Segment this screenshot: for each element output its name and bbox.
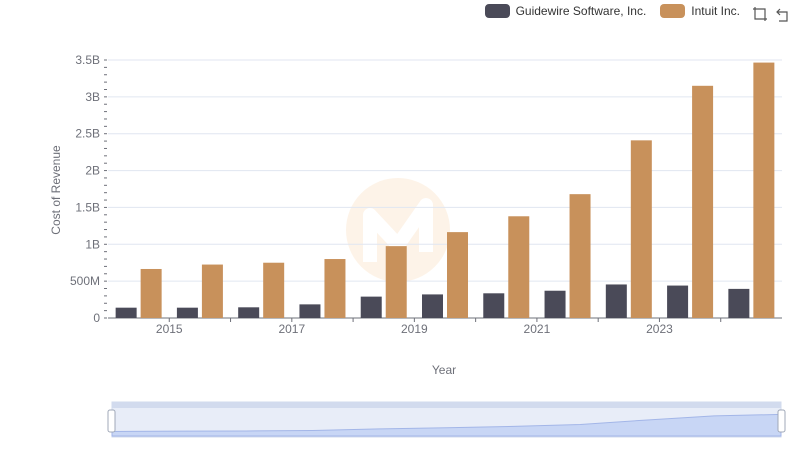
bar-guidewire-2024[interactable] bbox=[728, 288, 750, 318]
bar-intuit-2022[interactable] bbox=[630, 140, 652, 318]
y-axis-label: Cost of Revenue bbox=[49, 145, 63, 235]
x-tick-label: 2015 bbox=[156, 322, 183, 336]
bars bbox=[115, 62, 775, 318]
bar-intuit-2019[interactable] bbox=[447, 232, 468, 318]
y-tick-label: 2B bbox=[85, 164, 100, 178]
bar-intuit-2017[interactable] bbox=[324, 259, 346, 318]
zoom-handle-left[interactable] bbox=[107, 409, 116, 433]
y-tick-label: 3.5B bbox=[75, 53, 100, 67]
bar-guidewire-2022[interactable] bbox=[605, 284, 627, 318]
zoom-top-bar[interactable] bbox=[112, 402, 781, 408]
bar-guidewire-2015[interactable] bbox=[176, 307, 198, 318]
x-axis: 2015 2017 2019 2021 2023 bbox=[108, 317, 782, 336]
y-tick-label: 3B bbox=[85, 90, 100, 104]
legend-label-intuit: Intuit Inc. bbox=[691, 4, 740, 18]
bar-guidewire-2014[interactable] bbox=[115, 307, 137, 318]
x-tick-label: 2017 bbox=[278, 322, 305, 336]
bar-guidewire-2018[interactable] bbox=[360, 296, 382, 318]
toolbox bbox=[752, 6, 792, 22]
bar-intuit-2020[interactable] bbox=[508, 216, 530, 318]
bar-intuit-2016[interactable] bbox=[263, 262, 285, 318]
bar-guidewire-2016[interactable] bbox=[238, 307, 260, 318]
legend-swatch-guidewire bbox=[484, 4, 510, 18]
legend-item-intuit[interactable]: Intuit Inc. bbox=[660, 4, 740, 18]
zoom-select-icon[interactable] bbox=[752, 6, 768, 22]
legend-item-guidewire[interactable]: Guidewire Software, Inc. bbox=[484, 4, 647, 18]
bar-intuit-2023[interactable] bbox=[692, 85, 714, 318]
watermark-logo bbox=[346, 178, 450, 282]
bar-guidewire-2023[interactable] bbox=[667, 285, 689, 318]
legend-swatch-intuit bbox=[660, 4, 686, 18]
bar-intuit-2015[interactable] bbox=[201, 264, 223, 318]
y-tick-label: 0 bbox=[93, 311, 100, 325]
zoom-reset-icon[interactable] bbox=[776, 6, 792, 22]
legend-label-guidewire: Guidewire Software, Inc. bbox=[515, 4, 647, 18]
bar-intuit-2024[interactable] bbox=[753, 62, 775, 318]
y-tick-label: 500M bbox=[70, 274, 100, 288]
bar-guidewire-2020[interactable] bbox=[483, 293, 505, 318]
zoom-preview-area bbox=[111, 413, 782, 437]
bar-guidewire-2019[interactable] bbox=[422, 294, 443, 318]
zoom-handle-right[interactable] bbox=[777, 409, 786, 433]
legend: Guidewire Software, Inc. Intuit Inc. bbox=[484, 4, 740, 18]
y-axis: 0 500M 1B 1.5B 2B 2.5B 3B 3.5B bbox=[70, 53, 107, 325]
y-tick-label: 1B bbox=[85, 237, 100, 251]
x-tick-label: 2019 bbox=[401, 322, 428, 336]
y-tick-label: 2.5B bbox=[75, 127, 100, 141]
bar-intuit-2021[interactable] bbox=[569, 194, 591, 318]
bar-guidewire-2017[interactable] bbox=[299, 304, 321, 318]
bar-intuit-2018[interactable] bbox=[385, 246, 407, 318]
data-zoom-slider[interactable] bbox=[107, 401, 786, 438]
bar-guidewire-2021[interactable] bbox=[544, 290, 566, 318]
x-tick-label: 2023 bbox=[646, 322, 673, 336]
bar-intuit-2014[interactable] bbox=[140, 268, 162, 318]
x-axis-label: Year bbox=[432, 363, 456, 377]
x-tick-label: 2021 bbox=[524, 322, 551, 336]
y-tick-label: 1.5B bbox=[75, 200, 100, 214]
